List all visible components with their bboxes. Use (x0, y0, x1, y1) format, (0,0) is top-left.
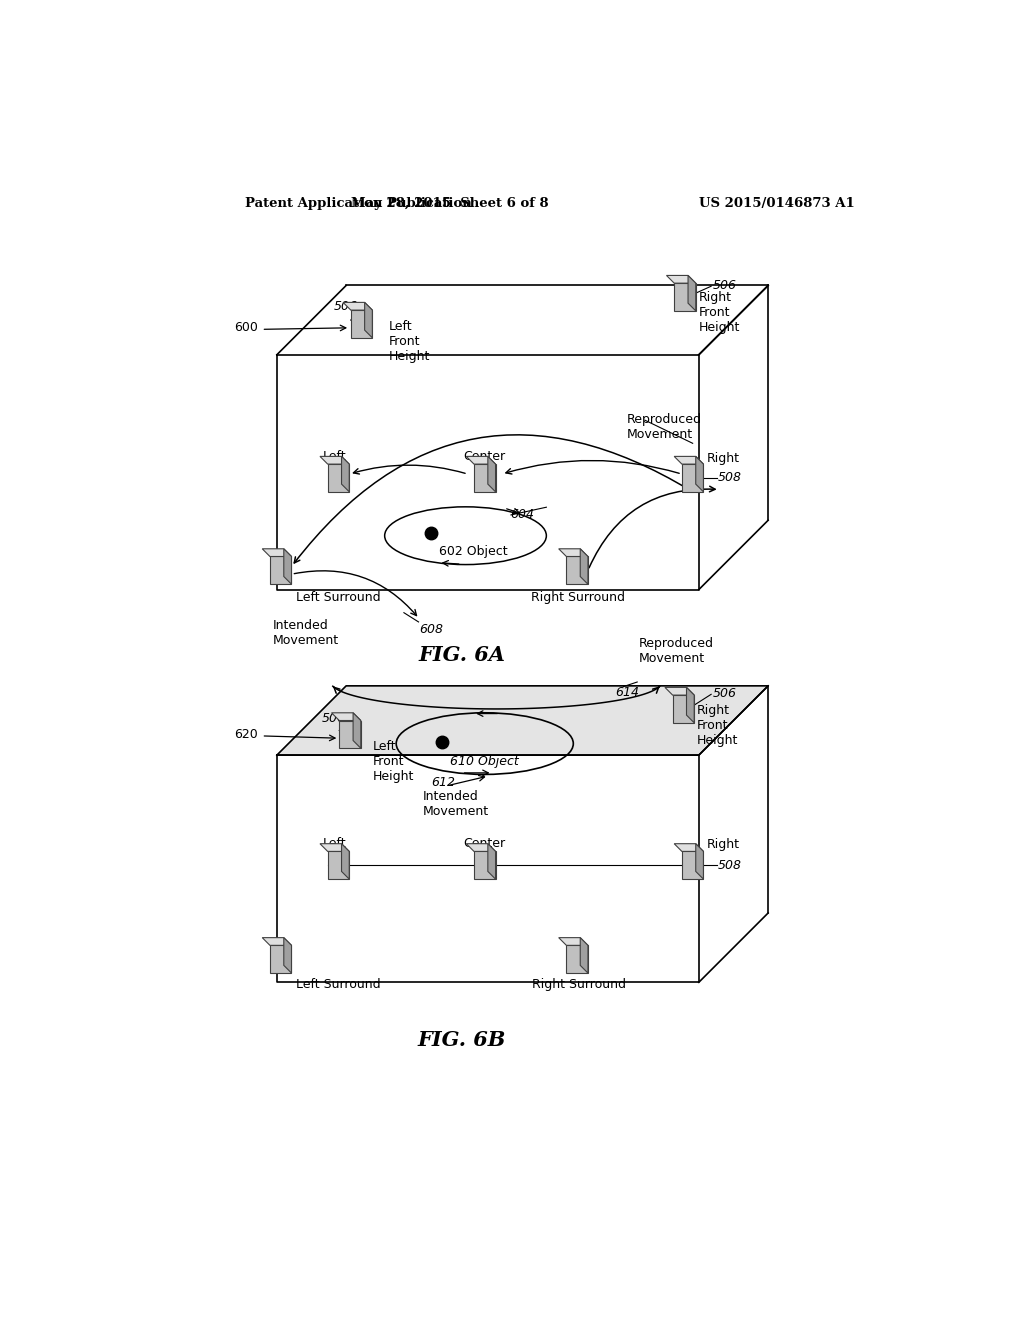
Polygon shape (695, 457, 703, 492)
Text: 608: 608 (419, 623, 443, 636)
Text: Patent Application Publication: Patent Application Publication (245, 197, 471, 210)
Polygon shape (284, 549, 292, 585)
Polygon shape (566, 557, 588, 585)
Polygon shape (487, 843, 496, 879)
Text: Left: Left (323, 450, 346, 462)
Text: Center: Center (464, 837, 506, 850)
Polygon shape (581, 549, 588, 585)
Polygon shape (674, 284, 695, 312)
Text: Right
Front
Height: Right Front Height (698, 290, 740, 334)
Polygon shape (270, 945, 292, 973)
Text: Left Surround: Left Surround (296, 591, 381, 605)
Text: 506: 506 (713, 686, 736, 700)
Polygon shape (284, 937, 292, 973)
Text: Right Surround: Right Surround (531, 591, 625, 605)
Text: 610 Object: 610 Object (451, 755, 519, 768)
Polygon shape (276, 686, 768, 755)
Polygon shape (466, 457, 496, 465)
Text: 506: 506 (323, 713, 346, 726)
Polygon shape (665, 688, 694, 696)
Text: Center: Center (464, 450, 506, 462)
Text: Reproduced
Movement: Reproduced Movement (628, 412, 702, 441)
Polygon shape (559, 937, 588, 945)
Polygon shape (262, 549, 292, 557)
Text: Intended
Movement: Intended Movement (423, 789, 489, 818)
Text: 602 Object: 602 Object (438, 545, 507, 558)
Polygon shape (581, 937, 588, 973)
Polygon shape (686, 688, 694, 723)
Polygon shape (667, 276, 695, 284)
Polygon shape (487, 457, 496, 492)
Polygon shape (342, 843, 349, 879)
Text: May 28, 2015  Sheet 6 of 8: May 28, 2015 Sheet 6 of 8 (351, 197, 549, 210)
Polygon shape (466, 843, 496, 851)
Text: Left
Front
Height: Left Front Height (388, 321, 430, 363)
Polygon shape (328, 851, 349, 879)
Text: 600: 600 (233, 321, 258, 334)
Text: Reproduced
Movement: Reproduced Movement (639, 638, 714, 665)
Polygon shape (674, 843, 703, 851)
Text: Right
Front
Height: Right Front Height (696, 704, 738, 747)
Polygon shape (674, 457, 703, 465)
Text: 612: 612 (431, 776, 455, 788)
Polygon shape (695, 843, 703, 879)
Polygon shape (262, 937, 292, 945)
Polygon shape (474, 851, 496, 879)
Text: 506: 506 (334, 300, 357, 313)
Polygon shape (342, 457, 349, 492)
Text: 614: 614 (615, 686, 640, 698)
Text: 620: 620 (233, 727, 258, 741)
Polygon shape (332, 713, 360, 721)
Text: Left Surround: Left Surround (296, 978, 381, 991)
Text: Right Surround: Right Surround (532, 978, 627, 991)
Text: Intended
Movement: Intended Movement (273, 619, 339, 647)
Polygon shape (559, 549, 588, 557)
Text: Right: Right (707, 451, 739, 465)
Text: 506: 506 (713, 279, 736, 292)
Text: Left: Left (323, 837, 346, 850)
Text: 604: 604 (510, 508, 535, 520)
Text: 508: 508 (718, 471, 742, 484)
Polygon shape (343, 302, 373, 310)
Text: 508: 508 (718, 859, 742, 871)
Polygon shape (353, 713, 360, 748)
Text: FIG. 6B: FIG. 6B (418, 1030, 506, 1049)
Polygon shape (673, 696, 694, 723)
Polygon shape (270, 557, 292, 585)
Polygon shape (566, 945, 588, 973)
Text: US 2015/0146873 A1: US 2015/0146873 A1 (699, 197, 855, 210)
Polygon shape (474, 465, 496, 492)
Text: Right: Right (707, 838, 739, 851)
Polygon shape (365, 302, 373, 338)
Polygon shape (339, 721, 360, 748)
Text: Left
Front
Height: Left Front Height (373, 739, 415, 783)
Polygon shape (682, 851, 703, 879)
Polygon shape (682, 465, 703, 492)
Polygon shape (351, 310, 373, 338)
Text: FIG. 6A: FIG. 6A (418, 645, 505, 665)
Polygon shape (319, 457, 349, 465)
Polygon shape (319, 843, 349, 851)
Polygon shape (328, 465, 349, 492)
Polygon shape (688, 276, 695, 312)
